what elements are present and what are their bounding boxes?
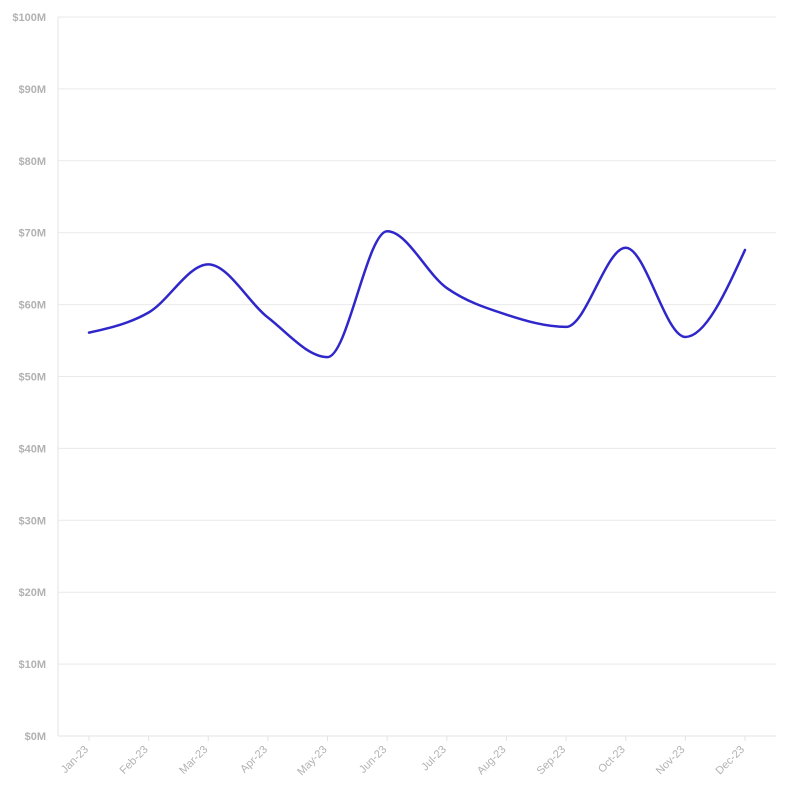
x-tick-label: Jan-23 bbox=[59, 744, 91, 776]
grid-lines bbox=[58, 16, 776, 665]
y-tick-label: $100M bbox=[12, 12, 46, 24]
x-tick-label: Jun-23 bbox=[357, 744, 389, 776]
x-axis-ticks bbox=[88, 736, 746, 741]
y-tick-label: $60M bbox=[18, 300, 46, 312]
x-tick-label: Mar-23 bbox=[177, 744, 210, 777]
y-tick-label: $20M bbox=[18, 587, 46, 599]
x-tick-label: May-23 bbox=[295, 744, 329, 778]
y-tick-label: $30M bbox=[18, 515, 46, 527]
x-tick-label: Jul-23 bbox=[419, 744, 449, 774]
x-tick-label: Sep-23 bbox=[535, 744, 569, 778]
y-tick-label: $70M bbox=[18, 228, 46, 240]
x-tick-label: Dec-23 bbox=[714, 744, 748, 778]
y-axis-tick-labels: $0M $10M $20M $30M $40M $50M $60M $70M $80M $90M $… bbox=[12, 12, 46, 743]
x-tick-label: Aug-23 bbox=[475, 744, 509, 778]
y-tick-label: $50M bbox=[18, 372, 46, 384]
y-tick-label: $0M bbox=[25, 731, 46, 743]
y-tick-label: $90M bbox=[18, 84, 46, 96]
y-tick-label: $40M bbox=[18, 443, 46, 455]
x-tick-label: Nov-23 bbox=[654, 744, 688, 778]
x-tick-label: Feb-23 bbox=[118, 744, 151, 777]
y-tick-label: $80M bbox=[18, 156, 46, 168]
x-tick-label: Apr-23 bbox=[238, 744, 270, 776]
x-tick-label: Oct-23 bbox=[596, 744, 628, 776]
y-tick-label: $10M bbox=[18, 659, 46, 671]
series-line-0 bbox=[87, 230, 747, 359]
series-group bbox=[87, 230, 747, 359]
x-axis-tick-labels: Jan-23 Feb-23 Mar-23 Apr-23 May-23 Jun-23 Jul-… bbox=[59, 744, 747, 778]
